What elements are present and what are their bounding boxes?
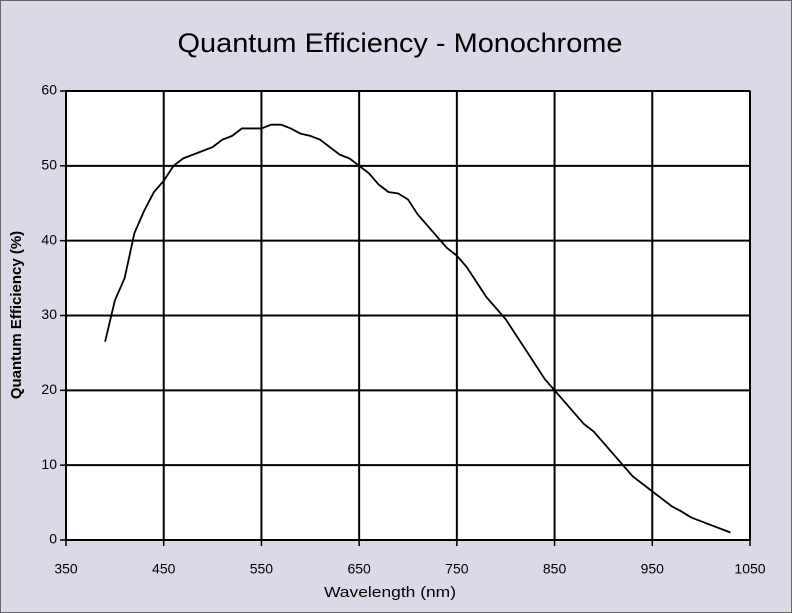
x-tick-label: 850 bbox=[543, 561, 567, 577]
x-tick-label: 350 bbox=[54, 561, 78, 577]
y-tick-label: 10 bbox=[41, 456, 57, 472]
y-tick-label: 0 bbox=[49, 531, 57, 547]
y-tick-label: 20 bbox=[41, 381, 57, 397]
y-tick-label: 40 bbox=[41, 231, 57, 247]
y-tick-label: 60 bbox=[41, 82, 57, 98]
chart-title: Quantum Efficiency - Monochrome bbox=[178, 28, 623, 58]
y-tick-label: 50 bbox=[41, 157, 57, 173]
x-tick-label: 450 bbox=[152, 561, 176, 577]
x-axis-label: Wavelength (nm) bbox=[324, 584, 456, 601]
x-tick-label: 1050 bbox=[734, 561, 765, 577]
x-tick-label: 550 bbox=[250, 561, 274, 577]
y-axis-label: Quantum Efficiency (%) bbox=[8, 231, 25, 399]
x-tick-label: 650 bbox=[347, 561, 371, 577]
x-tick-label: 950 bbox=[641, 561, 665, 577]
y-tick-label: 30 bbox=[41, 306, 57, 322]
data-line bbox=[104, 123, 731, 534]
x-tick-label: 750 bbox=[445, 561, 469, 577]
